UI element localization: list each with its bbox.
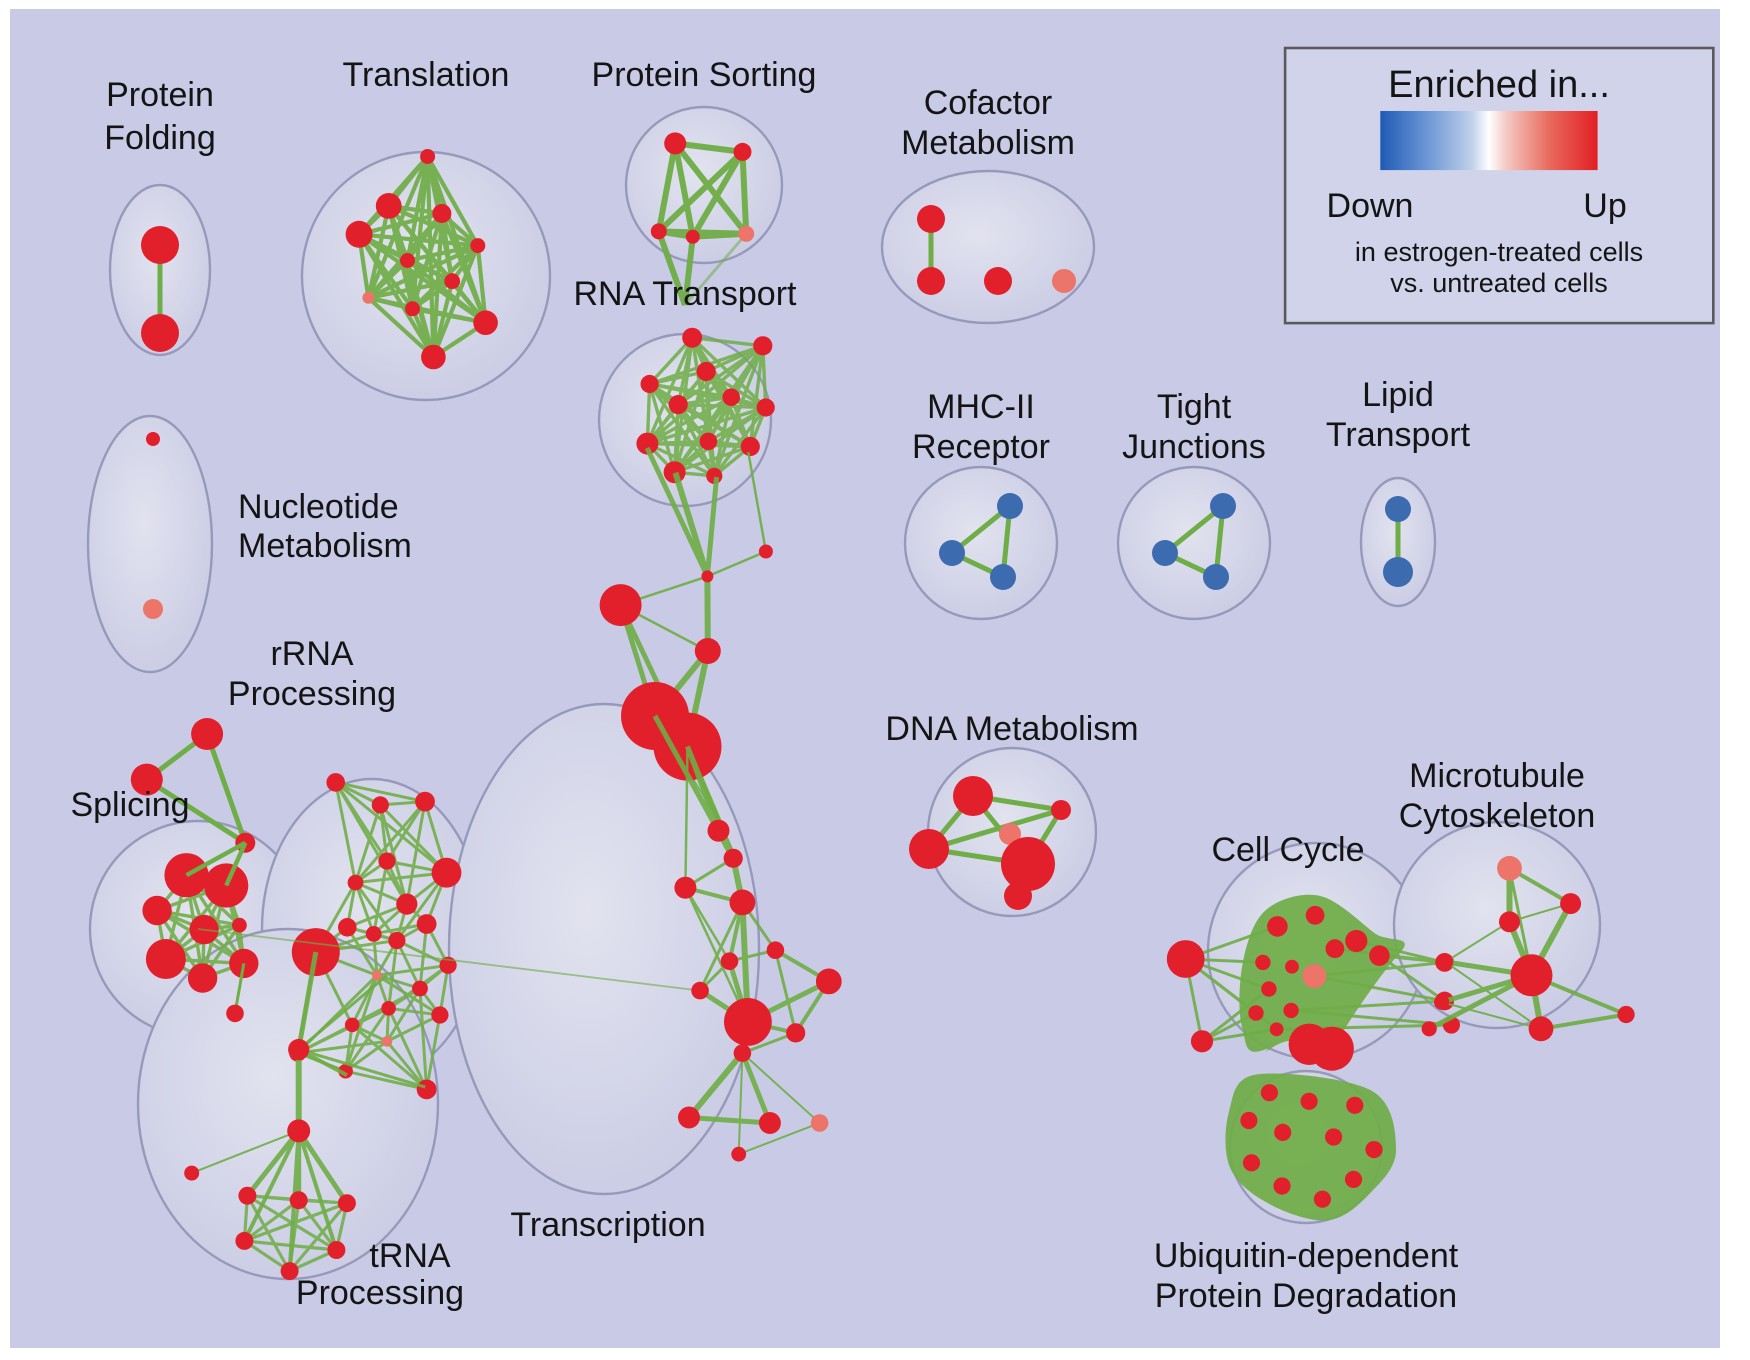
- svg-text:Splicing: Splicing: [70, 786, 189, 824]
- svg-text:Processing: Processing: [228, 675, 396, 713]
- svg-text:in estrogen-treated cells: in estrogen-treated cells: [1355, 237, 1643, 267]
- svg-text:Protein: Protein: [106, 76, 214, 114]
- svg-text:Enriched in...: Enriched in...: [1388, 64, 1610, 106]
- svg-text:Microtubule: Microtubule: [1409, 757, 1585, 795]
- svg-text:Protein Degradation: Protein Degradation: [1155, 1277, 1457, 1315]
- svg-text:Cofactor: Cofactor: [924, 84, 1053, 122]
- svg-text:Ubiquitin-dependent: Ubiquitin-dependent: [1154, 1237, 1459, 1275]
- svg-text:Transport: Transport: [1326, 416, 1471, 454]
- svg-text:Nucleotide: Nucleotide: [238, 488, 399, 526]
- svg-text:Lipid: Lipid: [1362, 376, 1434, 414]
- svg-text:Metabolism: Metabolism: [238, 527, 412, 565]
- svg-text:Metabolism: Metabolism: [901, 124, 1075, 162]
- svg-text:tRNA: tRNA: [369, 1237, 451, 1275]
- svg-text:DNA Metabolism: DNA Metabolism: [885, 710, 1138, 748]
- svg-text:Receptor: Receptor: [912, 428, 1050, 466]
- svg-text:vs. untreated cells: vs. untreated cells: [1390, 268, 1608, 298]
- svg-text:Down: Down: [1327, 187, 1414, 225]
- svg-text:Up: Up: [1583, 187, 1626, 225]
- svg-text:Transcription: Transcription: [510, 1206, 705, 1244]
- svg-text:Cytoskeleton: Cytoskeleton: [1399, 797, 1596, 835]
- svg-text:rRNA: rRNA: [270, 635, 353, 673]
- svg-text:Translation: Translation: [343, 56, 510, 94]
- svg-text:Junctions: Junctions: [1122, 428, 1266, 466]
- svg-text:Cell Cycle: Cell Cycle: [1211, 831, 1364, 869]
- svg-text:Folding: Folding: [104, 119, 216, 157]
- svg-text:RNA Transport: RNA Transport: [574, 275, 798, 313]
- svg-text:Processing: Processing: [296, 1274, 464, 1312]
- svg-text:Protein Sorting: Protein Sorting: [592, 56, 817, 94]
- svg-text:Tight: Tight: [1157, 388, 1232, 426]
- svg-text:MHC-II: MHC-II: [927, 388, 1035, 426]
